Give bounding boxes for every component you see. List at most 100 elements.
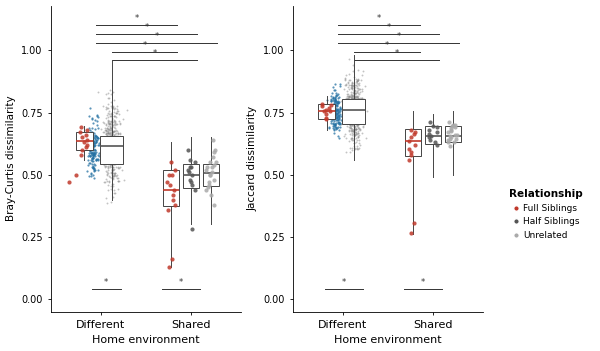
Point [346,150,355,155]
Point [191,187,200,192]
Point [110,172,120,178]
Point [89,152,99,158]
Point [115,121,125,126]
Point [355,110,364,115]
Point [107,139,117,145]
Point [106,136,115,142]
Point [109,161,118,167]
Point [352,131,362,137]
Point [325,111,334,117]
Point [108,135,118,141]
Point [108,141,118,147]
Point [107,128,117,134]
Point [110,105,119,111]
Point [98,154,108,159]
Point [104,120,113,125]
Point [344,77,353,83]
Point [89,138,99,144]
Point [88,141,98,147]
Point [352,78,361,83]
Point [353,110,363,116]
Bar [163,170,179,206]
Point [330,111,340,116]
Point [340,105,349,110]
Point [344,115,353,120]
Point [110,119,120,124]
Point [89,149,98,155]
Point [339,133,349,139]
Point [103,138,112,144]
Point [107,159,117,164]
Point [353,119,362,125]
Point [103,125,112,130]
Point [76,130,85,135]
Point [107,145,116,150]
Point [92,119,101,124]
Point [356,114,365,120]
Point [107,153,116,158]
Point [334,119,343,125]
Point [106,118,116,124]
Point [349,140,358,145]
Point [332,117,341,122]
Point [110,120,119,126]
Point [110,131,120,137]
Point [349,94,359,100]
Point [355,100,364,106]
Point [351,132,361,137]
Point [328,84,338,90]
Point [347,110,356,115]
Point [106,132,116,138]
Point [350,88,360,94]
Point [99,130,109,135]
Point [331,124,340,130]
Point [351,112,361,117]
Point [348,62,358,68]
Point [104,135,114,141]
Point [110,171,119,176]
Point [108,148,118,154]
Point [106,113,115,118]
Point [94,140,104,146]
Point [346,82,356,87]
Point [100,128,110,133]
Point [346,92,356,98]
Point [329,102,338,107]
Point [333,110,343,116]
Point [333,112,343,118]
Point [108,129,118,134]
Point [348,107,358,113]
Point [334,99,343,105]
Point [86,173,95,179]
Point [451,136,460,142]
Point [343,95,352,101]
Point [350,103,359,108]
Point [349,131,358,137]
Point [103,187,113,193]
Point [355,99,365,104]
Point [71,172,81,178]
Point [326,120,336,126]
Point [108,135,118,141]
Point [356,106,366,112]
Point [101,134,110,140]
Point [330,94,340,100]
Point [107,175,116,180]
Point [102,150,112,156]
Point [335,120,345,126]
Point [355,90,364,95]
Point [328,95,338,100]
Point [105,137,115,143]
Point [347,128,357,133]
Point [334,117,343,122]
Point [104,153,114,159]
Point [352,89,362,94]
Point [105,130,115,135]
Point [91,150,101,155]
Point [104,112,114,117]
Point [107,105,117,111]
Point [104,126,113,132]
Point [332,110,341,115]
Point [104,139,113,145]
Point [346,120,355,126]
